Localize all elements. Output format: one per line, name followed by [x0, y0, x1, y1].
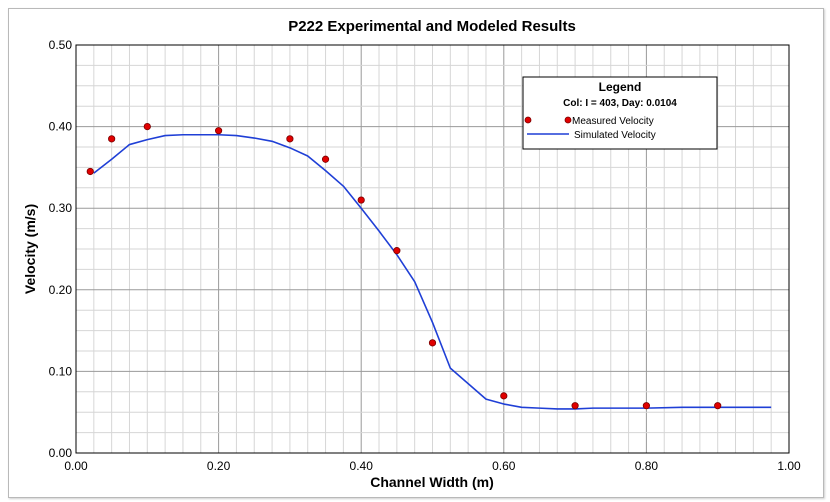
measured-velocity-point	[714, 402, 722, 410]
measured-velocity-point	[428, 339, 437, 347]
y-tick-label: 0.20	[49, 283, 73, 297]
y-tick-label: 0.50	[49, 38, 73, 52]
x-tick-label: 0.20	[207, 459, 231, 473]
y-tick-label: 0.40	[49, 120, 73, 134]
chart-frame: 0.00 0.20 0.40 0.60 0.80 1.00 0.00 0.10 0.20 0.30…	[8, 8, 824, 498]
measured-velocity-point	[357, 196, 365, 204]
legend-marker-measured-2	[564, 116, 572, 124]
simulated-velocity-line	[93, 133, 772, 410]
series-layer	[86, 123, 772, 410]
velocity-chart: 0.00 0.20 0.40 0.60 0.80 1.00 0.00 0.10 0.20 0.30…	[22, 18, 801, 490]
plot-border	[75, 44, 790, 454]
legend-subtitle: Col: I = 403, Day: 0.0104	[563, 98, 677, 109]
legend-box	[522, 76, 718, 150]
grid	[76, 45, 789, 453]
measured-velocity-point	[108, 135, 116, 143]
legend-title: Legend	[599, 80, 642, 94]
measured-velocity-point	[321, 155, 330, 163]
x-tick-label: 0.00	[64, 459, 88, 473]
measured-velocity-point	[215, 127, 223, 135]
x-tick-label: 1.00	[777, 459, 801, 473]
x-tick-label: 0.60	[492, 459, 516, 473]
measured-velocity-point	[500, 392, 508, 400]
y-axis-title: Velocity (m/s)	[22, 204, 38, 294]
measured-velocity-point	[393, 247, 401, 255]
x-axis-title: Channel Width (m)	[370, 474, 494, 490]
legend-marker-measured	[524, 116, 532, 124]
tick-labels: 0.00 0.20 0.40 0.60 0.80 1.00 0.00 0.10 0.20 0.30…	[49, 38, 801, 473]
measured-velocity-point	[143, 123, 151, 131]
x-tick-label: 0.80	[635, 459, 659, 473]
legend-label-measured: Measured Velocity	[572, 116, 654, 127]
measured-velocity-point	[642, 402, 651, 410]
measured-velocity-point	[86, 167, 94, 176]
y-tick-label: 0.30	[49, 201, 73, 215]
measured-velocity-point	[571, 402, 579, 410]
y-tick-label: 0.10	[49, 364, 73, 378]
legend: Legend Col: I = 403, Day: 0.0104 Measure…	[522, 76, 718, 150]
legend-label-simulated: Simulated Velocity	[574, 130, 656, 141]
y-tick-label: 0.00	[49, 446, 73, 460]
measured-velocity-point	[286, 135, 294, 143]
chart-title: P222 Experimental and Modeled Results	[288, 18, 576, 35]
x-tick-label: 0.40	[350, 459, 374, 473]
